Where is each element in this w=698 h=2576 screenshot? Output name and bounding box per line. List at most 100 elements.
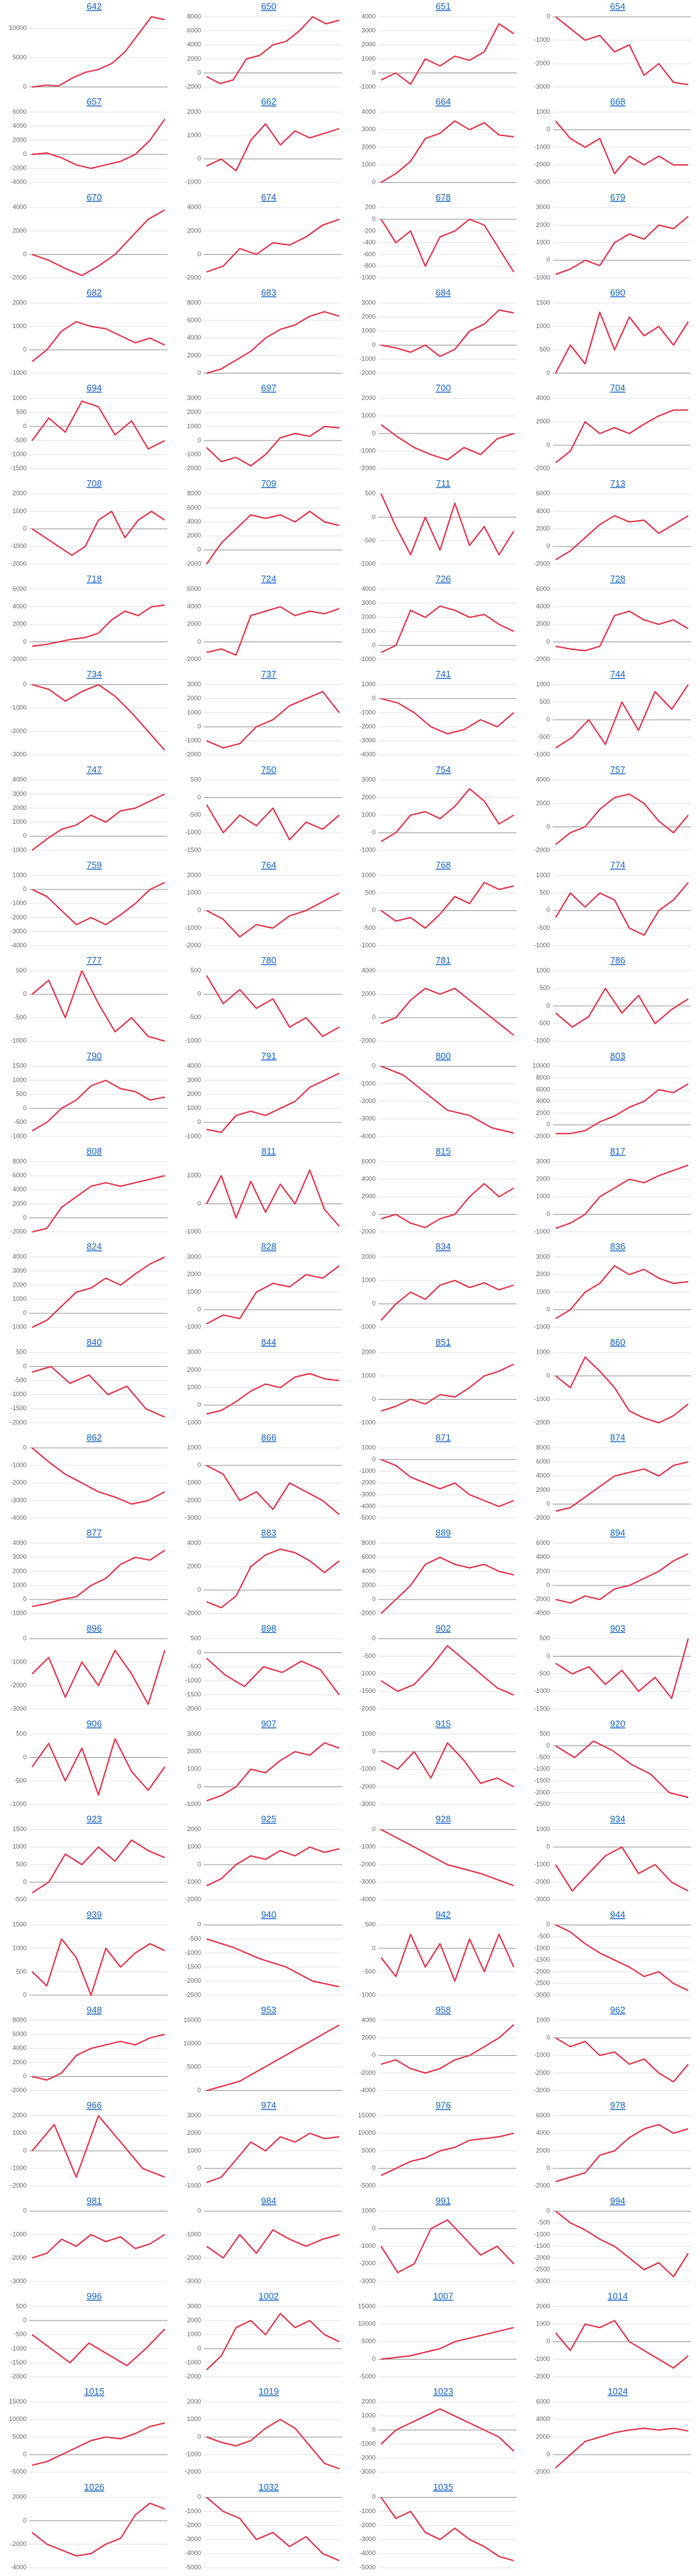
chart-title[interactable]: 851 <box>436 1337 451 1347</box>
chart-title[interactable]: 803 <box>610 1051 625 1061</box>
chart-title[interactable]: 923 <box>87 1814 102 1824</box>
chart-title[interactable]: 750 <box>261 764 276 775</box>
chart-title[interactable]: 694 <box>87 383 102 393</box>
chart-title[interactable]: 759 <box>87 859 102 870</box>
chart-title[interactable]: 942 <box>436 1909 451 1920</box>
chart-title[interactable]: 718 <box>87 573 102 584</box>
chart-title[interactable]: 642 <box>87 1 102 11</box>
chart-title[interactable]: 906 <box>87 1718 102 1729</box>
chart-title[interactable]: 682 <box>87 287 102 297</box>
chart-title[interactable]: 664 <box>436 96 451 107</box>
chart-title[interactable]: 741 <box>436 669 451 679</box>
chart-title[interactable]: 815 <box>436 1146 451 1156</box>
chart-title[interactable]: 697 <box>261 383 276 393</box>
chart-title[interactable]: 781 <box>436 955 451 965</box>
chart-title[interactable]: 874 <box>610 1432 625 1442</box>
chart-title[interactable]: 683 <box>261 287 276 297</box>
chart-title[interactable]: 674 <box>261 192 276 202</box>
chart-title[interactable]: 724 <box>261 573 276 584</box>
chart-title[interactable]: 713 <box>610 478 625 489</box>
chart-title[interactable]: 1024 <box>608 2386 628 2397</box>
chart-title[interactable]: 991 <box>436 2196 451 2206</box>
chart-title[interactable]: 768 <box>436 859 451 870</box>
chart-title[interactable]: 896 <box>87 1623 102 1634</box>
chart-title[interactable]: 934 <box>610 1814 625 1824</box>
chart-title[interactable]: 953 <box>261 2004 276 2015</box>
chart-title[interactable]: 1035 <box>433 2482 454 2492</box>
chart-title[interactable]: 1026 <box>84 2482 105 2492</box>
chart-title[interactable]: 777 <box>87 955 102 965</box>
chart-title[interactable]: 940 <box>261 1909 276 1920</box>
chart-title[interactable]: 670 <box>87 192 102 202</box>
chart-title[interactable]: 708 <box>87 478 102 489</box>
chart-title[interactable]: 668 <box>610 96 625 107</box>
chart-title[interactable]: 1007 <box>433 2290 454 2301</box>
chart-title[interactable]: 774 <box>610 859 625 870</box>
chart-title[interactable]: 962 <box>610 2004 625 2015</box>
chart-title[interactable]: 903 <box>610 1623 625 1634</box>
chart-title[interactable]: 925 <box>261 1814 276 1824</box>
chart-title[interactable]: 662 <box>261 96 276 107</box>
chart-title[interactable]: 828 <box>261 1241 276 1252</box>
chart-title[interactable]: 704 <box>610 383 625 393</box>
chart-title[interactable]: 898 <box>261 1623 276 1634</box>
chart-title[interactable]: 974 <box>261 2100 276 2110</box>
chart-title[interactable]: 1019 <box>259 2386 279 2397</box>
chart-title[interactable]: 996 <box>87 2290 102 2301</box>
chart-title[interactable]: 915 <box>436 1718 451 1729</box>
chart-title[interactable]: 786 <box>610 955 625 965</box>
chart-title[interactable]: 711 <box>436 478 451 489</box>
chart-title[interactable]: 877 <box>87 1527 102 1538</box>
chart-title[interactable]: 657 <box>87 96 102 107</box>
chart-title[interactable]: 1015 <box>84 2386 105 2397</box>
chart-title[interactable]: 939 <box>87 1909 102 1920</box>
chart-title[interactable]: 811 <box>262 1146 276 1156</box>
chart-title[interactable]: 836 <box>610 1241 625 1252</box>
chart-title[interactable]: 678 <box>436 192 451 202</box>
chart-title[interactable]: 679 <box>610 192 625 202</box>
chart-title[interactable]: 684 <box>436 287 451 297</box>
chart-title[interactable]: 757 <box>610 764 625 775</box>
chart-title[interactable]: 948 <box>87 2004 102 2015</box>
chart-title[interactable]: 824 <box>87 1241 102 1252</box>
chart-title[interactable]: 817 <box>610 1146 625 1156</box>
chart-title[interactable]: 709 <box>261 478 276 489</box>
chart-title[interactable]: 966 <box>87 2100 102 2110</box>
chart-title[interactable]: 764 <box>261 859 276 870</box>
chart-title[interactable]: 1023 <box>433 2386 454 2397</box>
chart-title[interactable]: 860 <box>610 1337 625 1347</box>
chart-title[interactable]: 844 <box>261 1337 276 1347</box>
chart-title[interactable]: 737 <box>261 669 276 679</box>
chart-title[interactable]: 747 <box>87 764 102 775</box>
chart-title[interactable]: 800 <box>436 1051 451 1061</box>
chart-title[interactable]: 1014 <box>608 2290 628 2301</box>
chart-title[interactable]: 840 <box>87 1337 102 1347</box>
chart-title[interactable]: 650 <box>261 1 276 11</box>
chart-title[interactable]: 944 <box>610 1909 625 1920</box>
chart-title[interactable]: 791 <box>261 1051 276 1061</box>
chart-title[interactable]: 654 <box>610 1 625 11</box>
chart-title[interactable]: 883 <box>261 1527 276 1538</box>
chart-title[interactable]: 889 <box>436 1527 451 1538</box>
chart-title[interactable]: 981 <box>87 2196 102 2206</box>
chart-title[interactable]: 728 <box>610 573 625 584</box>
chart-title[interactable]: 984 <box>261 2196 276 2206</box>
chart-title[interactable]: 866 <box>261 1432 276 1442</box>
chart-title[interactable]: 754 <box>436 764 451 775</box>
chart-title[interactable]: 1002 <box>259 2290 279 2301</box>
chart-title[interactable]: 894 <box>610 1527 625 1538</box>
chart-title[interactable]: 920 <box>610 1718 625 1729</box>
chart-title[interactable]: 726 <box>436 573 451 584</box>
chart-title[interactable]: 928 <box>436 1814 451 1824</box>
chart-title[interactable]: 651 <box>436 1 451 11</box>
chart-title[interactable]: 690 <box>610 287 625 297</box>
chart-title[interactable]: 978 <box>610 2100 625 2110</box>
chart-title[interactable]: 907 <box>261 1718 276 1729</box>
chart-title[interactable]: 744 <box>610 669 625 679</box>
chart-title[interactable]: 780 <box>261 955 276 965</box>
chart-title[interactable]: 734 <box>87 669 102 679</box>
chart-title[interactable]: 1032 <box>259 2482 279 2492</box>
chart-title[interactable]: 994 <box>610 2196 625 2206</box>
chart-title[interactable]: 902 <box>436 1623 451 1634</box>
chart-title[interactable]: 700 <box>436 383 451 393</box>
